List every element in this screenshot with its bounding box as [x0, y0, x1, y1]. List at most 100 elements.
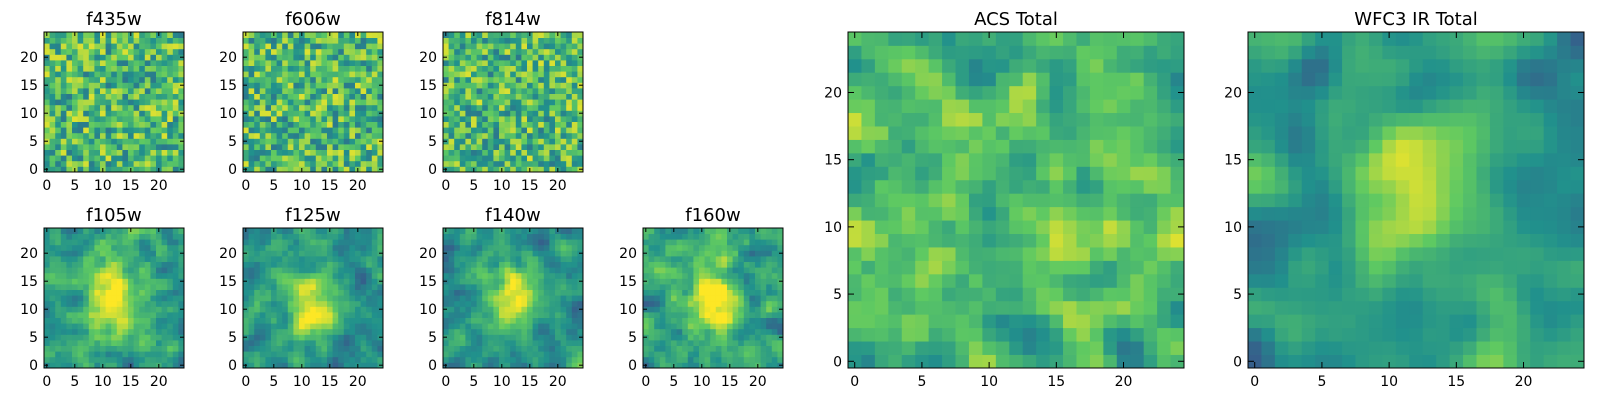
- heatmap-cell: [88, 127, 95, 134]
- heatmap-cell: [482, 116, 489, 122]
- heatmap-cell: [150, 334, 157, 341]
- heatmap-cell: [338, 362, 345, 369]
- x-tick-label: 20: [150, 374, 168, 390]
- heatmap-cell: [371, 284, 378, 290]
- heatmap-cell: [111, 328, 118, 335]
- heatmap-cell: [515, 155, 522, 162]
- heatmap-cell: [248, 93, 255, 100]
- heatmap-cell: [105, 88, 112, 94]
- heatmap-cell: [94, 166, 101, 173]
- heatmap-cell: [139, 37, 146, 44]
- heatmap-cell: [66, 88, 73, 94]
- heatmap-cell: [100, 76, 106, 83]
- heatmap-cell: [577, 284, 584, 290]
- heatmap-cell: [360, 121, 367, 128]
- heatmap-cell: [287, 48, 294, 55]
- heatmap-cell: [532, 60, 539, 66]
- heatmap-cell: [116, 144, 123, 150]
- heatmap-cell: [749, 312, 756, 318]
- heatmap-cell: [265, 65, 272, 72]
- heatmap-cell: [254, 71, 261, 78]
- heatmap-cell: [982, 247, 997, 261]
- heatmap-cell: [482, 54, 489, 61]
- heatmap-cell: [310, 43, 317, 50]
- heatmap-cell: [487, 334, 494, 341]
- heatmap-cell: [128, 71, 134, 78]
- heatmap-cell: [243, 295, 249, 302]
- heatmap-cell: [271, 82, 277, 89]
- heatmap-cell: [499, 104, 505, 111]
- heatmap-cell: [955, 152, 970, 167]
- heatmap-cell: [555, 121, 561, 128]
- heatmap-cell: [366, 43, 373, 50]
- heatmap-cell: [66, 116, 73, 122]
- heatmap-cell: [349, 278, 356, 285]
- heatmap-cell: [471, 37, 477, 44]
- heatmap-cell: [504, 88, 511, 94]
- heatmap-cell: [88, 295, 95, 302]
- heatmap-cell: [172, 144, 179, 150]
- heatmap-cell: [293, 289, 300, 296]
- heatmap-cell: [338, 88, 345, 94]
- heatmap-cell: [133, 149, 140, 156]
- heatmap-cell: [771, 306, 778, 313]
- heatmap-cell: [276, 250, 283, 257]
- heatmap-cell: [360, 99, 367, 106]
- heatmap-cell: [105, 155, 112, 162]
- heatmap-cell: [721, 300, 728, 307]
- heatmap-cell: [727, 306, 733, 313]
- heatmap-cell: [111, 82, 118, 89]
- heatmap-cell: [901, 341, 916, 355]
- heatmap-cell: [133, 239, 140, 246]
- heatmap-cell: [83, 121, 90, 128]
- heatmap-cell: [654, 312, 661, 318]
- heatmap-cell: [276, 362, 283, 369]
- heatmap-cell: [443, 351, 449, 358]
- heatmap-cell: [654, 233, 661, 240]
- heatmap-cell: [377, 289, 384, 296]
- heatmap-cell: [254, 166, 261, 173]
- heatmap-cell: [549, 93, 556, 100]
- heatmap-cell: [254, 65, 261, 72]
- y-tick-label: 15: [219, 274, 237, 290]
- heatmap-cell: [276, 317, 283, 324]
- heatmap-cell: [139, 284, 146, 290]
- heatmap-cell: [116, 306, 123, 313]
- heatmap-cell: [459, 306, 466, 313]
- heatmap-cell: [743, 351, 750, 358]
- heatmap-cell: [459, 267, 466, 274]
- heatmap-cell: [682, 356, 689, 363]
- heatmap-cell: [310, 127, 317, 134]
- heatmap-cell: [243, 37, 249, 44]
- heatmap-cell: [648, 284, 655, 290]
- heatmap-cell: [1089, 260, 1104, 275]
- heatmap-cell: [44, 155, 50, 162]
- heatmap-cell: [144, 127, 151, 134]
- heatmap-cell: [360, 138, 367, 145]
- heatmap-cell: [454, 48, 461, 55]
- heatmap-cell: [111, 88, 118, 94]
- heatmap-cell: [510, 37, 517, 44]
- heatmap-cell: [172, 334, 179, 341]
- heatmap-cell: [327, 127, 333, 134]
- heatmap-cell: [1157, 327, 1171, 342]
- heatmap-cell: [105, 99, 112, 106]
- heatmap-cell: [476, 228, 483, 234]
- heatmap-cell: [248, 334, 255, 341]
- heatmap-cell: [265, 88, 272, 94]
- heatmap-cell: [448, 76, 455, 83]
- heatmap-cell: [139, 65, 146, 72]
- heatmap-cell: [83, 110, 90, 117]
- heatmap-cell: [259, 317, 266, 324]
- heatmap-cell: [549, 127, 556, 134]
- heatmap-cell: [749, 295, 756, 302]
- y-tick-label: 20: [619, 246, 637, 262]
- heatmap-cell: [487, 351, 494, 358]
- heatmap-cell: [727, 317, 733, 324]
- heatmap-cell: [360, 54, 367, 61]
- heatmap-cell: [577, 127, 584, 134]
- heatmap-cell: [150, 88, 157, 94]
- heatmap-cell: [72, 256, 78, 262]
- heatmap-cell: [1076, 166, 1091, 181]
